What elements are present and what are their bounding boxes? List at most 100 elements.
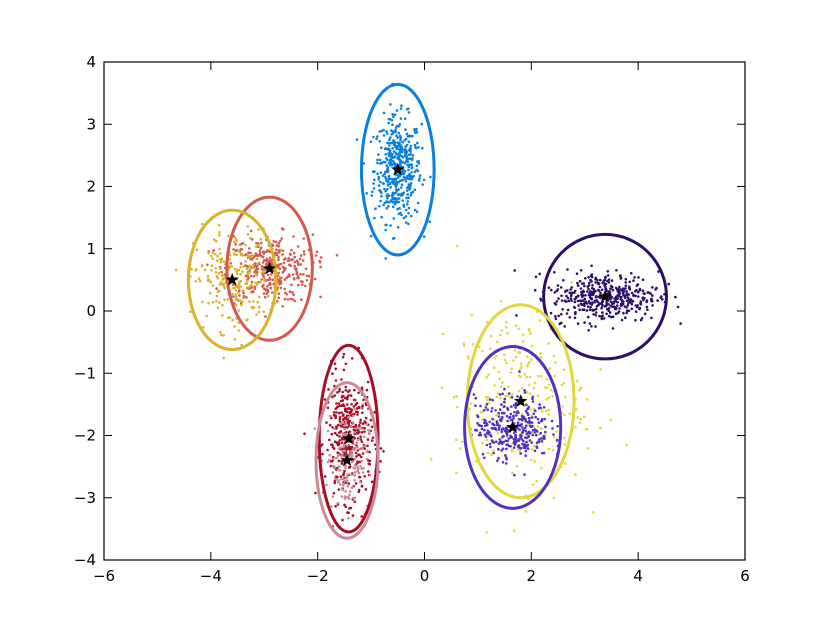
data-point [260, 271, 264, 275]
data-point [487, 396, 490, 399]
data-point [406, 160, 410, 164]
data-point [347, 482, 351, 485]
data-point [404, 179, 408, 183]
data-point [281, 253, 284, 256]
data-point [645, 305, 649, 309]
data-point [340, 441, 344, 445]
data-point [350, 357, 354, 360]
x-tick-label: 6 [740, 567, 750, 585]
data-point [587, 284, 591, 287]
data-point [391, 159, 395, 163]
data-point [422, 235, 426, 238]
data-point [215, 287, 218, 290]
data-point [344, 490, 347, 493]
data-point [269, 283, 272, 286]
data-point [343, 396, 347, 400]
data-point [508, 396, 512, 399]
data-point [340, 454, 343, 457]
data-point [368, 450, 371, 454]
data-point [398, 134, 402, 138]
data-point [386, 168, 389, 171]
data-point [345, 479, 349, 483]
data-point [358, 460, 362, 464]
data-point [277, 258, 280, 262]
data-point [197, 277, 201, 281]
data-point [228, 266, 231, 270]
data-point [512, 359, 515, 362]
data-point [416, 141, 419, 145]
data-point [511, 418, 514, 422]
centroid-star-icon [262, 261, 277, 275]
data-point [588, 292, 591, 295]
data-point [350, 445, 354, 449]
data-point [216, 254, 219, 258]
data-point [314, 254, 318, 257]
data-point [340, 495, 344, 498]
data-point [573, 300, 577, 304]
data-point [359, 465, 363, 468]
data-point [385, 130, 388, 133]
data-point [392, 217, 396, 220]
data-point [378, 205, 381, 208]
data-point [512, 446, 516, 449]
data-point [218, 233, 221, 237]
data-point [452, 396, 456, 399]
data-point [385, 207, 389, 210]
data-point [260, 278, 264, 281]
data-point [215, 239, 218, 243]
data-point [333, 465, 336, 468]
data-point [342, 445, 346, 448]
data-point [539, 406, 542, 410]
data-point [263, 279, 266, 283]
data-point [601, 281, 604, 285]
data-point [651, 304, 654, 307]
data-point [504, 454, 507, 457]
data-point [254, 264, 258, 268]
data-point [373, 178, 376, 182]
data-point [547, 342, 550, 345]
data-point [554, 317, 558, 321]
data-point [353, 437, 357, 440]
data-point [375, 137, 378, 141]
data-point [219, 331, 222, 334]
data-point [490, 426, 494, 430]
data-point [488, 398, 492, 401]
data-point [583, 415, 586, 419]
data-point [413, 128, 416, 131]
data-point [299, 254, 303, 257]
data-point [295, 259, 299, 263]
data-point [527, 405, 530, 409]
data-point [627, 285, 631, 289]
data-point [239, 262, 243, 265]
data-point [568, 291, 572, 295]
data-point [256, 262, 260, 265]
data-point [590, 273, 594, 276]
data-point [410, 171, 413, 174]
data-point [587, 276, 590, 279]
data-point [394, 128, 397, 132]
data-point [311, 233, 315, 236]
data-point [500, 417, 504, 420]
data-point [633, 276, 636, 279]
data-point [299, 280, 303, 283]
data-point [407, 168, 410, 172]
data-point [608, 290, 611, 293]
data-point [494, 440, 498, 444]
data-point [455, 395, 458, 398]
data-point [406, 200, 410, 203]
data-point [540, 427, 543, 430]
data-point [236, 272, 239, 276]
data-point [506, 419, 510, 423]
data-point [636, 283, 640, 286]
data-point [619, 276, 623, 280]
data-point [625, 299, 629, 303]
data-point [254, 281, 257, 285]
data-point [277, 280, 281, 284]
data-point [481, 349, 484, 353]
data-point [637, 276, 640, 279]
data-point [209, 280, 212, 284]
data-point [527, 435, 530, 439]
data-point [304, 267, 308, 271]
data-point [641, 278, 645, 282]
